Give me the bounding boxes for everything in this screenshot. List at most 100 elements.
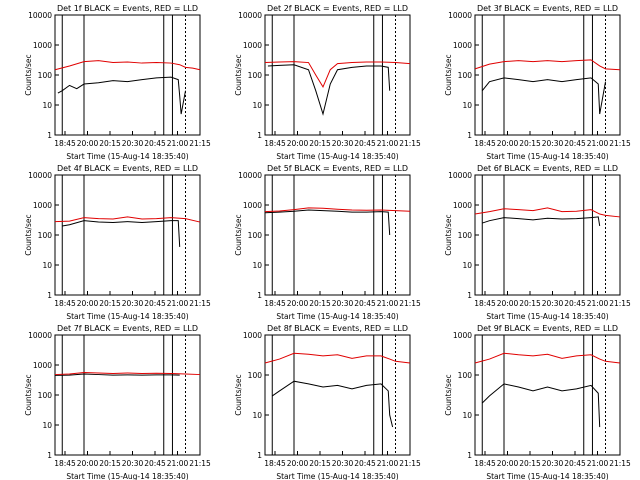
plot-frame: [54, 14, 201, 136]
y-tick-label: 1: [47, 291, 52, 300]
y-tick-label: 1: [257, 291, 262, 300]
x-tick-label: 20:15: [519, 139, 541, 148]
plot-frame: [474, 14, 621, 136]
x-tick-label: 20:45: [564, 139, 586, 148]
series-lld: [54, 372, 201, 376]
x-tick-label: 21:00: [167, 299, 189, 308]
x-tick-label: 20:15: [99, 139, 121, 148]
x-tick-label: 21:15: [189, 299, 211, 308]
x-tick-label: 21:15: [609, 299, 631, 308]
y-tick-label: 10000: [28, 11, 52, 20]
y-tick-label: 1: [467, 451, 472, 460]
x-tick-label: 20:15: [99, 299, 121, 308]
x-tick-label: 20:30: [122, 299, 144, 308]
x-tick-label: 21:00: [377, 459, 399, 468]
y-tick-label: 10: [252, 101, 262, 110]
y-tick-label: 1: [47, 131, 52, 140]
x-tick-label: 18:45: [264, 459, 286, 468]
x-tick-label: 21:15: [399, 139, 421, 148]
y-tick-label: 1000: [453, 201, 472, 210]
y-tick-label: 1: [257, 131, 262, 140]
y-tick-label: 10000: [238, 171, 262, 180]
x-tick-label: 20:30: [332, 459, 354, 468]
y-tick-label: 1000: [243, 201, 262, 210]
x-tick-label: 18:45: [264, 299, 286, 308]
y-tick-label: 100: [248, 231, 263, 240]
series-events: [481, 77, 606, 115]
panel-det-6: Det 6f BLACK = Events, RED = LLD Start Ti…: [444, 164, 631, 321]
x-tick-label: 20:30: [332, 139, 354, 148]
x-tick-label: 20:00: [497, 459, 519, 468]
y-tick-label: 10000: [28, 331, 52, 340]
x-tick-label: 20:30: [542, 299, 564, 308]
x-axis-label: Start Time (15-Aug-14 18:35:40): [276, 472, 398, 480]
y-tick-label: 100: [458, 71, 473, 80]
plot-frame: [264, 174, 411, 296]
x-tick-label: 21:00: [587, 299, 609, 308]
series-lld: [264, 352, 411, 364]
series-lld: [54, 216, 201, 223]
x-tick-label: 20:45: [144, 459, 166, 468]
series-lld: [474, 207, 621, 218]
series-lld: [264, 61, 411, 89]
y-tick-label: 1000: [33, 361, 52, 370]
y-tick-label: 10000: [448, 11, 472, 20]
y-tick-label: 10: [462, 411, 472, 420]
y-axis-label: Counts/sec: [234, 374, 243, 415]
x-tick-label: 20:00: [77, 459, 99, 468]
y-tick-label: 1000: [33, 201, 52, 210]
x-tick-label: 18:45: [54, 299, 76, 308]
x-tick-label: 20:45: [144, 139, 166, 148]
y-tick-label: 100: [248, 371, 263, 380]
x-tick-label: 18:45: [54, 459, 76, 468]
x-tick-label: 20:45: [564, 299, 586, 308]
x-tick-label: 20:15: [519, 459, 541, 468]
x-axis-label: Start Time (15-Aug-14 18:35:40): [66, 152, 188, 161]
y-axis-label: Counts/sec: [444, 374, 453, 415]
x-tick-label: 18:45: [474, 139, 496, 148]
panel-det-9: Det 9f BLACK = Events, RED = LLD Start Ti…: [444, 324, 631, 480]
y-tick-label: 10: [462, 261, 472, 270]
y-tick-label: 100: [248, 71, 263, 80]
x-tick-label: 20:00: [77, 139, 99, 148]
x-tick-label: 20:00: [497, 299, 519, 308]
y-tick-label: 100: [458, 231, 473, 240]
series-events: [481, 383, 601, 428]
panel-det-7: Det 7f BLACK = Events, RED = LLD Start Ti…: [24, 324, 211, 480]
x-axis-label: Start Time (15-Aug-14 18:35:40): [66, 312, 188, 321]
y-axis-label: Counts/sec: [234, 54, 243, 95]
series-events: [271, 380, 394, 428]
x-tick-label: 20:30: [122, 459, 144, 468]
y-tick-label: 1000: [243, 41, 262, 50]
chart-title: Det 5f BLACK = Events, RED = LLD: [267, 164, 408, 173]
panel-det-8: Det 8f BLACK = Events, RED = LLD Start Ti…: [234, 324, 421, 480]
y-tick-label: 10000: [238, 11, 262, 20]
y-tick-label: 10000: [28, 171, 52, 180]
series-lld: [474, 59, 621, 71]
y-axis-label: Counts/sec: [24, 54, 33, 95]
chart-title: Det 9f BLACK = Events, RED = LLD: [477, 324, 618, 333]
chart-title: Det 3f BLACK = Events, RED = LLD: [477, 4, 618, 13]
y-tick-label: 1000: [33, 41, 52, 50]
y-tick-label: 10: [42, 101, 52, 110]
x-tick-label: 21:15: [609, 139, 631, 148]
panel-det-2: Det 2f BLACK = Events, RED = LLD Start Ti…: [234, 4, 421, 161]
y-tick-label: 10: [462, 101, 472, 110]
panel-det-3: Det 3f BLACK = Events, RED = LLD Start Ti…: [444, 4, 631, 161]
x-tick-label: 20:30: [542, 139, 564, 148]
plot-frame: [54, 174, 201, 296]
y-tick-label: 1: [467, 131, 472, 140]
panel-det-5: Det 5f BLACK = Events, RED = LLD Start Ti…: [234, 164, 421, 321]
x-tick-label: 21:15: [189, 459, 211, 468]
x-tick-label: 20:45: [144, 299, 166, 308]
x-tick-label: 20:45: [354, 459, 376, 468]
series-lld: [474, 352, 621, 364]
panel-det-4: Det 4f BLACK = Events, RED = LLD Start Ti…: [24, 164, 211, 321]
chart-title: Det 6f BLACK = Events, RED = LLD: [477, 164, 618, 173]
x-tick-label: 20:00: [287, 139, 309, 148]
x-axis-label: Start Time (15-Aug-14 18:35:40): [486, 152, 608, 161]
y-tick-label: 1: [467, 291, 472, 300]
y-tick-label: 10: [42, 421, 52, 430]
series-events: [264, 209, 391, 236]
panel-det-1: Det 1f BLACK = Events, RED = LLD Start Ti…: [24, 4, 211, 161]
